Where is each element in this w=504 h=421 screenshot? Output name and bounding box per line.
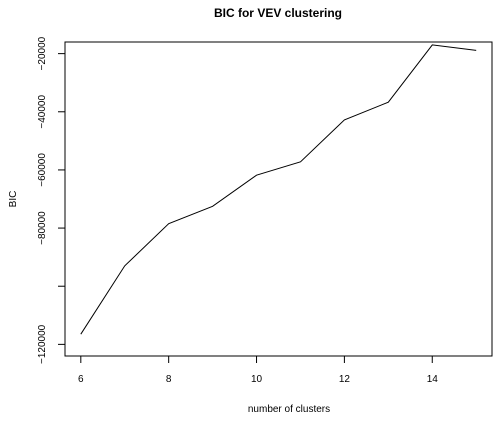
x-tick-label: 10 (251, 374, 263, 385)
x-tick-label: 12 (339, 374, 351, 385)
chart-title: BIC for VEV clustering (214, 6, 342, 20)
y-axis: −120000 −80000 −60000 −40000 −20000 (37, 36, 66, 364)
y-tick-label: −120000 (37, 324, 48, 364)
plot-frame (64, 41, 493, 357)
y-tick-label: −20000 (37, 36, 48, 70)
bic-series-line (80, 44, 477, 335)
x-axis: 6 8 10 12 14 (78, 355, 439, 385)
y-tick-label: −40000 (37, 95, 48, 129)
y-axis-label: BIC (8, 191, 19, 208)
x-tick-label: 14 (427, 374, 439, 385)
y-tick-label: −60000 (37, 153, 48, 187)
x-tick-label: 8 (166, 374, 172, 385)
x-axis-label: number of clusters (248, 404, 330, 415)
y-tick-label: −80000 (37, 211, 48, 245)
x-tick-label: 6 (78, 374, 84, 385)
